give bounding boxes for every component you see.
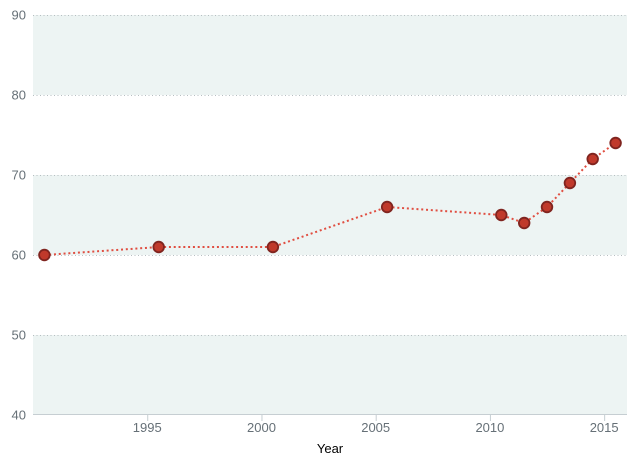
data-point	[38, 248, 51, 262]
y-tick-label: 50	[12, 328, 26, 343]
data-point	[563, 176, 577, 190]
y-tick-label: 60	[12, 248, 26, 263]
data-point	[540, 200, 554, 214]
plot-band	[33, 15, 627, 95]
data-point	[152, 240, 165, 254]
data-point	[609, 136, 622, 150]
x-tick-label: 2005	[361, 420, 390, 435]
x-tick-label: 2015	[590, 420, 619, 435]
data-point	[266, 240, 280, 254]
x-tick-label: 2010	[475, 420, 504, 435]
data-point	[495, 208, 508, 222]
x-tick-label: 1995	[133, 420, 162, 435]
x-axis-title: Year	[316, 441, 344, 456]
x-tick-label: 2000	[247, 420, 276, 435]
data-point	[586, 152, 599, 166]
data-point	[518, 216, 531, 230]
plot-band	[33, 335, 627, 415]
y-tick-label: 70	[12, 168, 26, 183]
y-tick-label: 90	[12, 8, 26, 23]
y-tick-label: 80	[12, 88, 26, 103]
y-tick-label: 40	[12, 408, 26, 423]
plot-band	[33, 175, 627, 255]
data-point	[380, 200, 394, 214]
data-line	[44, 142, 617, 256]
